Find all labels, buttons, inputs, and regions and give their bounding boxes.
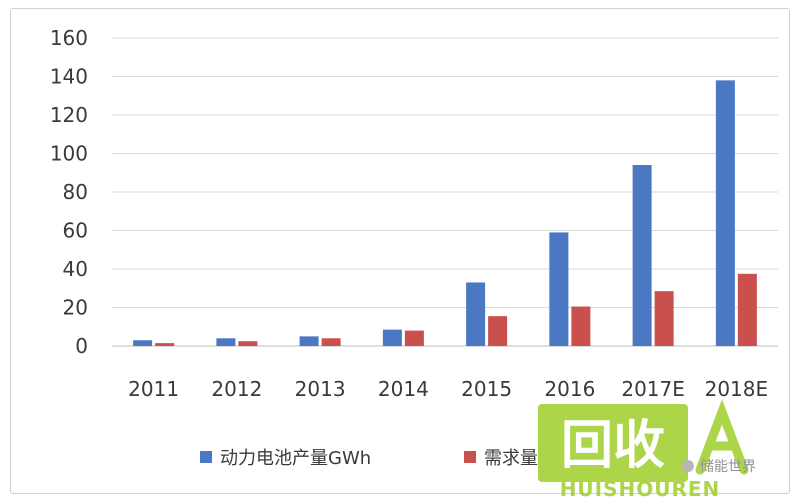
bar-demand-2014	[404, 330, 424, 346]
x-tick-label: 2018E	[705, 377, 769, 401]
bar-production-2018E	[715, 80, 735, 346]
legend-swatch	[464, 451, 476, 463]
bar-demand-2013	[321, 338, 341, 346]
x-tick-label: 2012	[211, 377, 262, 401]
x-tick-label: 2016	[544, 377, 595, 401]
y-axis: 0 20 40 60 80 100 120 140 160	[50, 26, 88, 358]
watermark-brand-cn: 回收	[561, 416, 665, 476]
bar-demand-2018E	[737, 273, 757, 346]
bars	[133, 80, 757, 346]
y-tick-label: 100	[50, 142, 88, 166]
x-axis: 2011 2012 2013 2014 2015 2016 2017E 2018E	[128, 377, 768, 401]
legend: 动力电池产量GWh 需求量	[200, 448, 538, 469]
legend-label: 动力电池产量GWh	[220, 448, 371, 469]
bar-demand-2011	[155, 343, 175, 346]
y-tick-label: 160	[50, 26, 88, 50]
y-tick-label: 40	[63, 257, 88, 281]
x-tick-label: 2014	[378, 377, 429, 401]
legend-label: 需求量	[484, 448, 538, 469]
x-tick-label: 2015	[461, 377, 512, 401]
bar-demand-2015	[488, 316, 508, 346]
watermark-brand-en: HUISHOUREN	[560, 477, 721, 500]
y-tick-label: 60	[63, 219, 88, 243]
bar-production-2016	[549, 232, 569, 346]
bar-demand-2017E	[654, 291, 674, 346]
x-tick-label: 2011	[128, 377, 179, 401]
bar-production-2011	[133, 340, 153, 346]
x-tick-label: 2017E	[621, 377, 685, 401]
bar-production-2013	[299, 336, 319, 346]
bar-production-2012	[216, 338, 236, 346]
y-tick-label: 120	[50, 103, 88, 127]
bar-production-2014	[382, 329, 402, 346]
y-tick-label: 0	[75, 334, 88, 358]
bar-production-2015	[466, 282, 486, 346]
watermark: 回收 HUISHOUREN 储能世界	[538, 399, 756, 500]
legend-swatch	[200, 451, 212, 463]
gridlines	[112, 37, 778, 347]
y-tick-label: 140	[50, 65, 88, 89]
wechat-icon	[682, 460, 694, 472]
x-tick-label: 2013	[295, 377, 346, 401]
bar-demand-2016	[571, 306, 591, 346]
watermark-box	[538, 404, 688, 482]
watermark-account: 储能世界	[700, 459, 756, 475]
bar-production-2017E	[632, 165, 652, 346]
recycle-person-icon	[695, 399, 749, 475]
y-tick-label: 80	[63, 180, 88, 204]
bar-demand-2012	[238, 341, 258, 346]
y-tick-label: 20	[63, 296, 88, 320]
